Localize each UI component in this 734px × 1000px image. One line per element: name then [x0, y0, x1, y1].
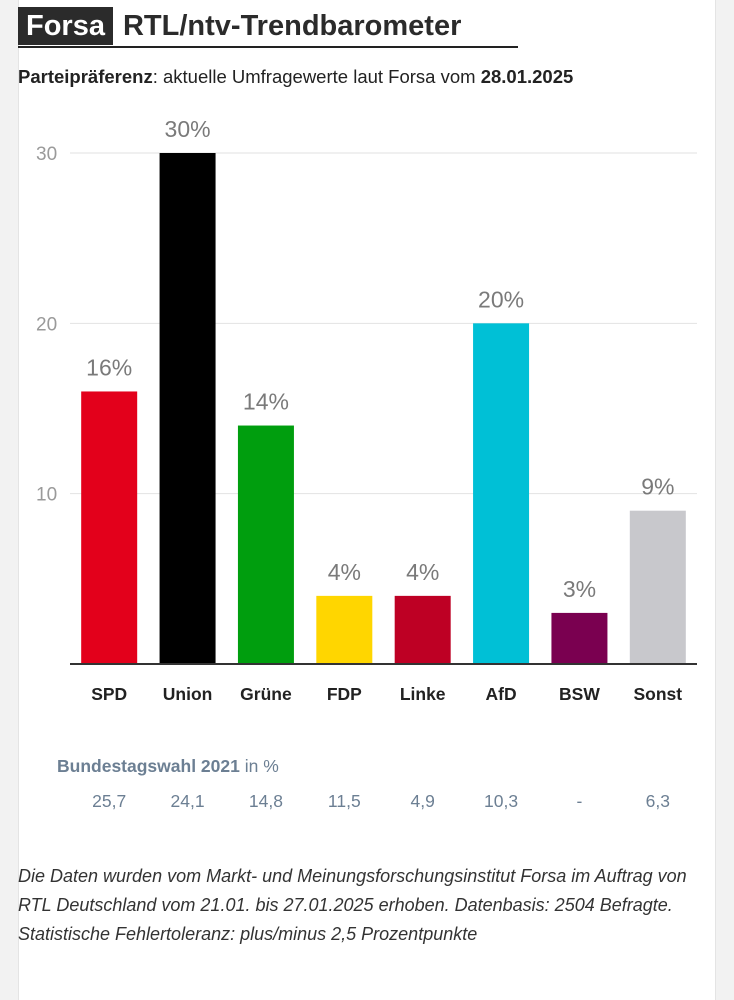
- value-label-afd: 20%: [478, 286, 524, 312]
- subtitle-date: 28.01.2025: [480, 66, 574, 87]
- value-label-sonst: 9%: [641, 474, 674, 500]
- previous-election-title: Bundestagswahl 2021 in %: [57, 756, 279, 777]
- previous-election-value-fdp: 11,5: [327, 791, 361, 811]
- bar-sonst: [629, 510, 686, 664]
- chart-subtitle: Parteipräferenz: aktuelle Umfragewerte l…: [18, 66, 573, 88]
- previous-election-unit: in %: [239, 756, 279, 776]
- category-label-sonst: Sonst: [634, 684, 683, 704]
- category-label-spd: SPD: [91, 684, 127, 704]
- category-label-union: Union: [163, 684, 213, 704]
- previous-election-value-afd: 10,3: [484, 791, 519, 811]
- bar-linke: [394, 595, 451, 664]
- category-label-afd: AfD: [486, 684, 517, 704]
- category-label-bsw: BSW: [559, 684, 600, 704]
- bar-chart: 10 20 30 16% SPD 30% Union 14% Grüne 4% FDP 4% Linke…: [36, 116, 697, 704]
- footnote: Die Daten wurden vom Markt- und Meinungs…: [18, 866, 687, 944]
- subtitle-bold: Parteipräferenz: [18, 66, 153, 87]
- previous-election-label: Bundestagswahl 2021: [57, 756, 240, 776]
- bar-spd: [81, 391, 138, 664]
- category-label-fdp: FDP: [327, 684, 362, 704]
- brand-label: Forsa: [18, 7, 113, 45]
- subtitle-text: : aktuelle Umfragewerte laut Forsa vom: [152, 66, 481, 87]
- bar-grüne: [237, 425, 294, 664]
- value-label-linke: 4%: [406, 559, 439, 585]
- value-label-union: 30%: [165, 116, 211, 142]
- previous-election-value-grüne: 14,8: [248, 791, 283, 811]
- previous-election-value-linke: 4,9: [410, 791, 435, 811]
- value-label-bsw: 3%: [563, 576, 596, 602]
- bar-bsw: [551, 612, 608, 664]
- title-row: Forsa RTL/ntv-Trendbarometer: [18, 6, 518, 48]
- previous-election-value-sonst: 6,3: [645, 791, 670, 811]
- bar-union: [159, 153, 216, 664]
- y-tick-label-10: 10: [36, 485, 57, 506]
- category-label-grüne: Grüne: [240, 684, 292, 704]
- chart-title: RTL/ntv-Trendbarometer: [122, 10, 462, 42]
- previous-election-value-union: 24,1: [170, 791, 205, 811]
- category-label-linke: Linke: [400, 684, 446, 704]
- value-label-spd: 16%: [86, 354, 132, 380]
- previous-election-value-spd: 25,7: [92, 791, 127, 811]
- bar-fdp: [316, 595, 373, 664]
- y-tick-label-20: 20: [36, 314, 57, 335]
- value-label-grüne: 14%: [243, 389, 289, 415]
- y-tick-label-30: 30: [36, 144, 57, 165]
- previous-election-value-bsw: -: [576, 791, 583, 811]
- bar-afd: [473, 323, 530, 664]
- value-label-fdp: 4%: [328, 559, 361, 585]
